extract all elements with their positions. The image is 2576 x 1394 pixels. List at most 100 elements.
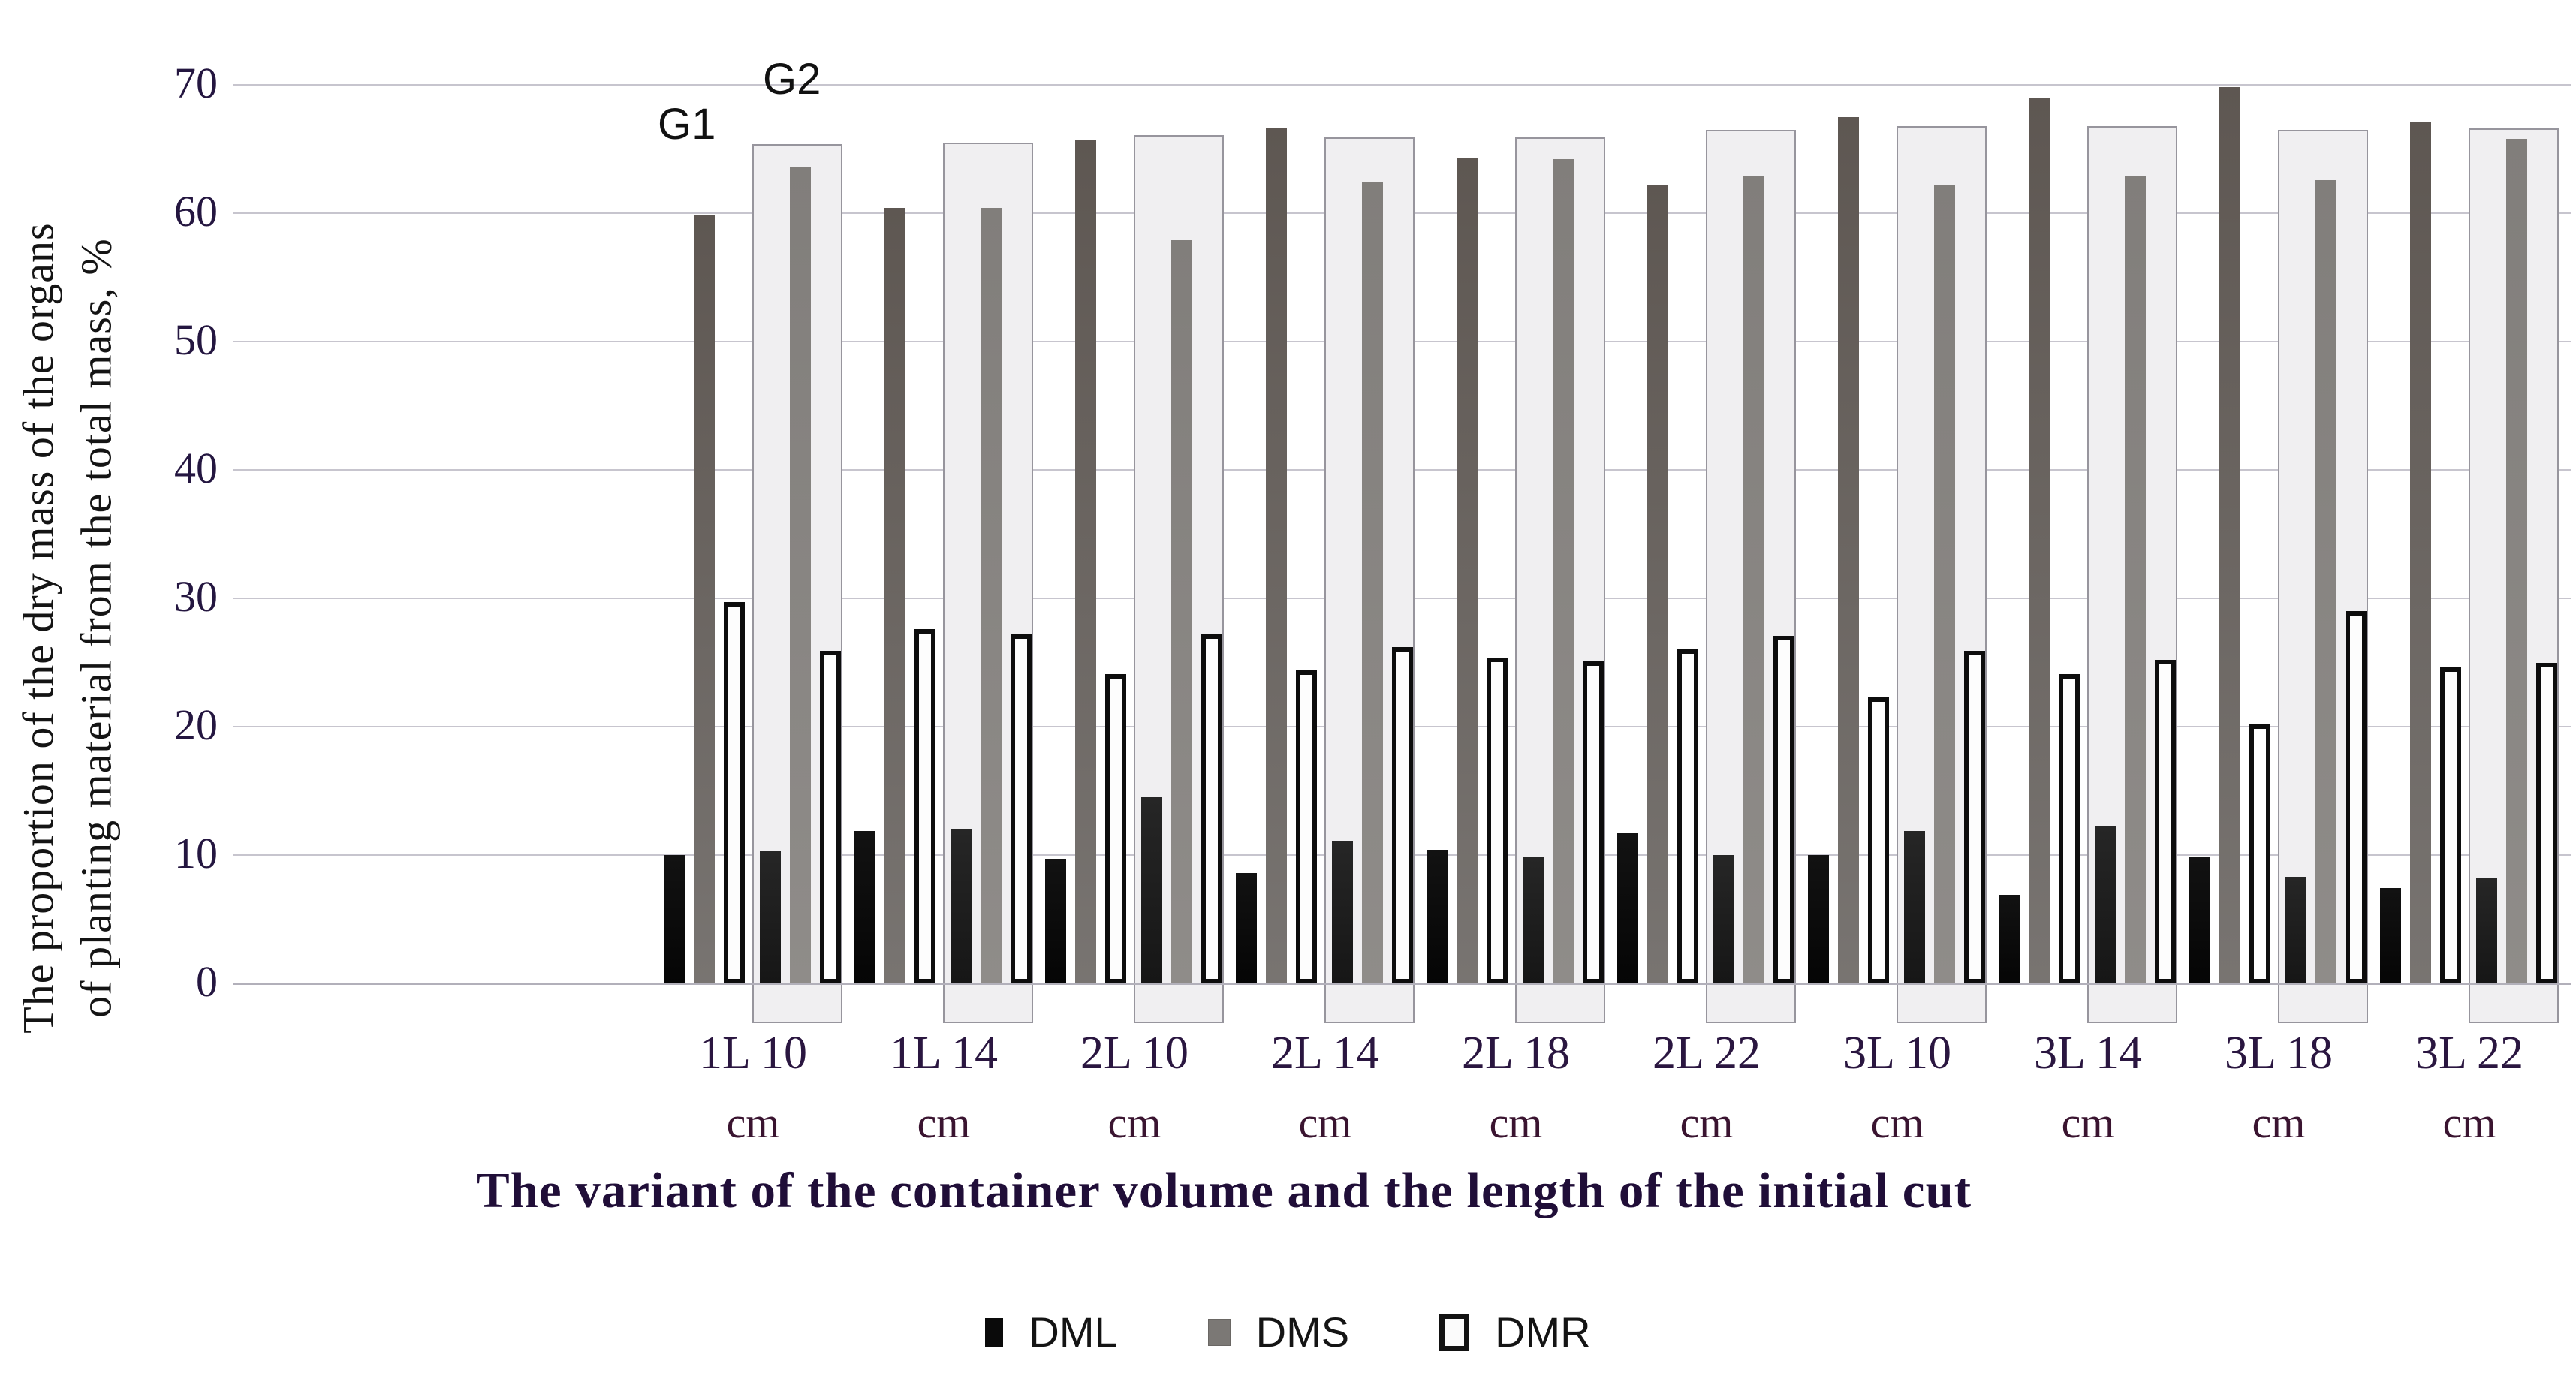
x-category-label: 2L 14 bbox=[1270, 1028, 1380, 1079]
bar-dml-g2 bbox=[1523, 856, 1544, 983]
bar-dms-g2 bbox=[1553, 159, 1574, 983]
y-tick-label: 50 bbox=[174, 315, 218, 364]
bar-dmr-g2 bbox=[1011, 634, 1032, 983]
bar-dms-g1 bbox=[1075, 140, 1096, 983]
gridline-y70 bbox=[233, 84, 2571, 86]
legend-label-dms: DMS bbox=[1255, 1308, 1350, 1356]
legend: DML DMS DMR bbox=[0, 1308, 2576, 1356]
y-tick-label: 30 bbox=[174, 572, 218, 621]
y-tick-label: 40 bbox=[174, 444, 218, 492]
bar-dms-g2 bbox=[2315, 179, 2336, 983]
dml-swatch-icon bbox=[985, 1317, 1004, 1347]
bar-dmr-g1 bbox=[1487, 657, 1508, 983]
x-category-unit: cm bbox=[1870, 1098, 1924, 1147]
x-category-unit: cm bbox=[1680, 1098, 1734, 1147]
x-axis-title: The variant of the container volume and … bbox=[475, 1163, 1972, 1218]
bar-dms-g1 bbox=[2029, 98, 2050, 983]
bar-dms-g1 bbox=[2219, 87, 2240, 983]
bar-dml-g2 bbox=[2285, 877, 2306, 983]
annotation-g2: G2 bbox=[763, 55, 821, 104]
bar-dms-g1 bbox=[884, 208, 905, 983]
x-category-label: 3L 22 bbox=[2415, 1028, 2524, 1079]
bar-dms-g2 bbox=[1934, 185, 1955, 983]
bar-dmr-g1 bbox=[914, 629, 935, 983]
x-category-unit: cm bbox=[1489, 1098, 1543, 1147]
bar-dmr-g2 bbox=[1392, 646, 1413, 983]
x-category-label: 1L 10 bbox=[698, 1028, 808, 1079]
legend-item-dml: DML bbox=[985, 1308, 1118, 1356]
y-tick-label: 20 bbox=[174, 700, 218, 749]
bar-dmr-g2 bbox=[820, 651, 841, 983]
bar-dms-g1 bbox=[1457, 158, 1478, 983]
bar-dms-g1 bbox=[694, 214, 715, 983]
y-tick-label: 70 bbox=[174, 59, 218, 107]
y-tick-label: 0 bbox=[196, 957, 218, 1006]
bar-dml-g1 bbox=[1617, 832, 1638, 983]
bar-dmr-g2 bbox=[1583, 661, 1604, 983]
bar-dms-g1 bbox=[1647, 185, 1668, 983]
bar-dms-g2 bbox=[790, 167, 811, 983]
bar-dmr-g2 bbox=[1773, 635, 1794, 983]
bar-dml-g2 bbox=[1713, 855, 1734, 983]
bar-dmr-g1 bbox=[2440, 667, 2461, 983]
bar-dml-g2 bbox=[1141, 797, 1162, 983]
legend-item-dms: DMS bbox=[1207, 1308, 1350, 1356]
dmr-swatch-icon bbox=[1439, 1313, 1470, 1351]
bar-dmr-g2 bbox=[2155, 660, 2176, 983]
bar-dms-g2 bbox=[2125, 176, 2146, 983]
x-category-label: 3L 10 bbox=[1842, 1028, 1952, 1079]
y-tick-label: 60 bbox=[174, 187, 218, 236]
bar-dml-g1 bbox=[1236, 872, 1257, 983]
bar-dml-g1 bbox=[2189, 857, 2210, 983]
bar-dml-g1 bbox=[2380, 888, 2401, 983]
legend-label-dml: DML bbox=[1029, 1308, 1118, 1356]
x-category-unit: cm bbox=[726, 1098, 780, 1147]
bar-dml-g1 bbox=[1427, 850, 1448, 983]
bar-dms-g2 bbox=[2506, 138, 2527, 983]
bar-dms-g2 bbox=[1171, 239, 1192, 983]
x-category-unit: cm bbox=[1107, 1098, 1161, 1147]
annotation-g1: G1 bbox=[658, 100, 716, 149]
x-category-label: 3L 14 bbox=[2033, 1028, 2143, 1079]
bar-dml-g1 bbox=[1808, 855, 1829, 983]
bar-dml-g2 bbox=[1904, 830, 1925, 983]
bar-dms-g2 bbox=[1743, 176, 1764, 983]
bar-dmr-g1 bbox=[724, 602, 745, 983]
x-category-unit: cm bbox=[917, 1098, 971, 1147]
x-category-label: 2L 22 bbox=[1652, 1028, 1761, 1079]
x-axis-line bbox=[233, 983, 2571, 985]
bar-dms-g2 bbox=[981, 208, 1002, 983]
legend-label-dmr: DMR bbox=[1495, 1308, 1591, 1356]
bar-dmr-g2 bbox=[1201, 634, 1222, 983]
bar-dmr-g1 bbox=[2249, 724, 2270, 983]
bar-dmr-g1 bbox=[1296, 670, 1317, 983]
bar-dmr-g2 bbox=[2346, 611, 2367, 983]
bar-dml-g1 bbox=[854, 830, 875, 983]
bar-dms-g1 bbox=[1266, 128, 1287, 983]
bar-dms-g1 bbox=[2410, 122, 2431, 983]
x-category-unit: cm bbox=[1298, 1098, 1352, 1147]
x-category-label: 3L 18 bbox=[2224, 1028, 2333, 1079]
bar-dml-g2 bbox=[1332, 841, 1353, 983]
bar-dmr-g1 bbox=[1677, 649, 1698, 983]
x-category-unit: cm bbox=[2252, 1098, 2306, 1147]
x-category-label: 1L 14 bbox=[889, 1028, 999, 1079]
bar-dmr-g1 bbox=[2059, 673, 2080, 983]
y-axis-title-line1: The proportion of the dry mass of the or… bbox=[14, 222, 63, 1034]
legend-item-dmr: DMR bbox=[1439, 1308, 1591, 1356]
bar-dml-g2 bbox=[760, 851, 781, 983]
bar-dmr-g2 bbox=[2536, 662, 2557, 983]
x-category-unit: cm bbox=[2442, 1098, 2496, 1147]
bar-dml-g2 bbox=[2476, 878, 2497, 983]
bar-dml-g2 bbox=[951, 829, 972, 983]
bar-dml-g1 bbox=[664, 855, 685, 983]
y-tick-label: 10 bbox=[174, 829, 218, 878]
bar-dmr-g1 bbox=[1105, 673, 1126, 983]
bar-dmr-g2 bbox=[1964, 651, 1985, 983]
bar-dms-g1 bbox=[1838, 116, 1859, 983]
x-category-label: 2L 10 bbox=[1080, 1028, 1189, 1079]
dms-swatch-icon bbox=[1207, 1318, 1231, 1346]
bar-dml-g1 bbox=[1045, 859, 1066, 983]
bar-dms-g2 bbox=[1362, 182, 1383, 983]
